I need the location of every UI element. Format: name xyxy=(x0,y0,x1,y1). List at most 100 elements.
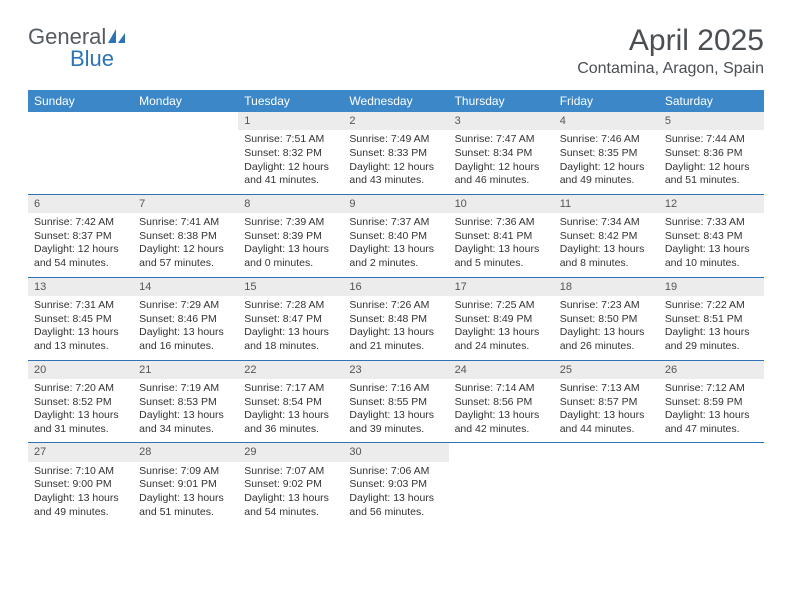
cell-body: Sunrise: 7:12 AMSunset: 8:59 PMDaylight:… xyxy=(659,379,764,443)
sunset-text: Sunset: 8:33 PM xyxy=(349,147,442,161)
daylight1-text: Daylight: 13 hours xyxy=(665,326,758,340)
date-number: 4 xyxy=(554,112,659,130)
month-title: April 2025 xyxy=(577,24,764,58)
sunrise-text: Sunrise: 7:37 AM xyxy=(349,216,442,230)
daylight2-text: and 44 minutes. xyxy=(560,423,653,437)
daylight1-text: Daylight: 13 hours xyxy=(455,326,548,340)
cell-body: Sunrise: 7:06 AMSunset: 9:03 PMDaylight:… xyxy=(343,462,448,526)
daylight2-text: and 56 minutes. xyxy=(349,506,442,520)
sunrise-text: Sunrise: 7:44 AM xyxy=(665,133,758,147)
daylight2-text: and 24 minutes. xyxy=(455,340,548,354)
cell-body: Sunrise: 7:13 AMSunset: 8:57 PMDaylight:… xyxy=(554,379,659,443)
daylight1-text: Daylight: 12 hours xyxy=(34,243,127,257)
daylight1-text: Daylight: 12 hours xyxy=(139,243,232,257)
date-number: 5 xyxy=(659,112,764,130)
daylight2-text: and 47 minutes. xyxy=(665,423,758,437)
calendar-cell xyxy=(659,443,764,525)
daylight2-text: and 57 minutes. xyxy=(139,257,232,271)
sunrise-text: Sunrise: 7:07 AM xyxy=(244,465,337,479)
daylight1-text: Daylight: 13 hours xyxy=(34,492,127,506)
daylight2-text: and 43 minutes. xyxy=(349,174,442,188)
sunrise-text: Sunrise: 7:12 AM xyxy=(665,382,758,396)
sunrise-text: Sunrise: 7:14 AM xyxy=(455,382,548,396)
daylight2-text: and 42 minutes. xyxy=(455,423,548,437)
cell-body: Sunrise: 7:23 AMSunset: 8:50 PMDaylight:… xyxy=(554,296,659,360)
logo: GeneralBlue xyxy=(28,24,127,72)
day-header: Saturday xyxy=(659,90,764,112)
calendar-cell: 4Sunrise: 7:46 AMSunset: 8:35 PMDaylight… xyxy=(554,112,659,194)
calendar-week: 27Sunrise: 7:10 AMSunset: 9:00 PMDayligh… xyxy=(28,443,764,525)
date-number: 19 xyxy=(659,278,764,296)
daylight1-text: Daylight: 13 hours xyxy=(349,492,442,506)
calendar-cell: 14Sunrise: 7:29 AMSunset: 8:46 PMDayligh… xyxy=(133,278,238,360)
sunrise-text: Sunrise: 7:28 AM xyxy=(244,299,337,313)
page: GeneralBlue April 2025 Contamina, Aragon… xyxy=(0,0,792,549)
date-number: 21 xyxy=(133,361,238,379)
daylight2-text: and 8 minutes. xyxy=(560,257,653,271)
calendar-cell: 6Sunrise: 7:42 AMSunset: 8:37 PMDaylight… xyxy=(28,195,133,277)
sunset-text: Sunset: 8:43 PM xyxy=(665,230,758,244)
daylight1-text: Daylight: 13 hours xyxy=(665,409,758,423)
sunrise-text: Sunrise: 7:46 AM xyxy=(560,133,653,147)
calendar: SundayMondayTuesdayWednesdayThursdayFrid… xyxy=(28,90,764,525)
sunrise-text: Sunrise: 7:36 AM xyxy=(455,216,548,230)
date-number: 20 xyxy=(28,361,133,379)
daylight1-text: Daylight: 13 hours xyxy=(455,243,548,257)
cell-body: Sunrise: 7:29 AMSunset: 8:46 PMDaylight:… xyxy=(133,296,238,360)
daylight1-text: Daylight: 13 hours xyxy=(244,243,337,257)
sunrise-text: Sunrise: 7:20 AM xyxy=(34,382,127,396)
daylight2-text: and 2 minutes. xyxy=(349,257,442,271)
sunset-text: Sunset: 9:00 PM xyxy=(34,478,127,492)
cell-body: Sunrise: 7:36 AMSunset: 8:41 PMDaylight:… xyxy=(449,213,554,277)
calendar-week: 20Sunrise: 7:20 AMSunset: 8:52 PMDayligh… xyxy=(28,361,764,444)
daylight1-text: Daylight: 13 hours xyxy=(34,409,127,423)
calendar-cell: 12Sunrise: 7:33 AMSunset: 8:43 PMDayligh… xyxy=(659,195,764,277)
calendar-cell: 18Sunrise: 7:23 AMSunset: 8:50 PMDayligh… xyxy=(554,278,659,360)
cell-body: Sunrise: 7:46 AMSunset: 8:35 PMDaylight:… xyxy=(554,130,659,194)
daylight1-text: Daylight: 13 hours xyxy=(560,409,653,423)
daylight2-text: and 49 minutes. xyxy=(560,174,653,188)
sunset-text: Sunset: 8:37 PM xyxy=(34,230,127,244)
sunrise-text: Sunrise: 7:33 AM xyxy=(665,216,758,230)
cell-body: Sunrise: 7:22 AMSunset: 8:51 PMDaylight:… xyxy=(659,296,764,360)
cell-body: Sunrise: 7:41 AMSunset: 8:38 PMDaylight:… xyxy=(133,213,238,277)
sunrise-text: Sunrise: 7:06 AM xyxy=(349,465,442,479)
sunrise-text: Sunrise: 7:42 AM xyxy=(34,216,127,230)
sunrise-text: Sunrise: 7:25 AM xyxy=(455,299,548,313)
calendar-cell: 16Sunrise: 7:26 AMSunset: 8:48 PMDayligh… xyxy=(343,278,448,360)
daylight2-text: and 46 minutes. xyxy=(455,174,548,188)
sunrise-text: Sunrise: 7:10 AM xyxy=(34,465,127,479)
daylight2-text: and 54 minutes. xyxy=(244,506,337,520)
date-number: 7 xyxy=(133,195,238,213)
daylight1-text: Daylight: 13 hours xyxy=(665,243,758,257)
sunrise-text: Sunrise: 7:51 AM xyxy=(244,133,337,147)
day-header: Friday xyxy=(554,90,659,112)
date-number: 3 xyxy=(449,112,554,130)
sunrise-text: Sunrise: 7:16 AM xyxy=(349,382,442,396)
daylight1-text: Daylight: 13 hours xyxy=(244,409,337,423)
daylight2-text: and 26 minutes. xyxy=(560,340,653,354)
date-number: 29 xyxy=(238,443,343,461)
sunset-text: Sunset: 8:47 PM xyxy=(244,313,337,327)
sunset-text: Sunset: 8:55 PM xyxy=(349,396,442,410)
calendar-cell: 13Sunrise: 7:31 AMSunset: 8:45 PMDayligh… xyxy=(28,278,133,360)
calendar-cell: 26Sunrise: 7:12 AMSunset: 8:59 PMDayligh… xyxy=(659,361,764,443)
sunrise-text: Sunrise: 7:39 AM xyxy=(244,216,337,230)
date-number: 26 xyxy=(659,361,764,379)
daylight1-text: Daylight: 13 hours xyxy=(349,326,442,340)
day-header: Tuesday xyxy=(238,90,343,112)
date-number: 27 xyxy=(28,443,133,461)
date-number: 8 xyxy=(238,195,343,213)
day-header: Sunday xyxy=(28,90,133,112)
calendar-week: 6Sunrise: 7:42 AMSunset: 8:37 PMDaylight… xyxy=(28,195,764,278)
calendar-cell xyxy=(449,443,554,525)
calendar-cell: 17Sunrise: 7:25 AMSunset: 8:49 PMDayligh… xyxy=(449,278,554,360)
date-number: 15 xyxy=(238,278,343,296)
cell-body: Sunrise: 7:26 AMSunset: 8:48 PMDaylight:… xyxy=(343,296,448,360)
sunset-text: Sunset: 8:52 PM xyxy=(34,396,127,410)
calendar-cell: 20 Sunrise: 7:20 AMSunset: 8:52 PMDayligh… xyxy=(28,361,133,443)
sunset-text: Sunset: 8:46 PM xyxy=(139,313,232,327)
calendar-cell: 2Sunrise: 7:49 AMSunset: 8:33 PMDaylight… xyxy=(343,112,448,194)
sunrise-text: Sunrise: 7:22 AM xyxy=(665,299,758,313)
sunset-text: Sunset: 8:49 PM xyxy=(455,313,548,327)
